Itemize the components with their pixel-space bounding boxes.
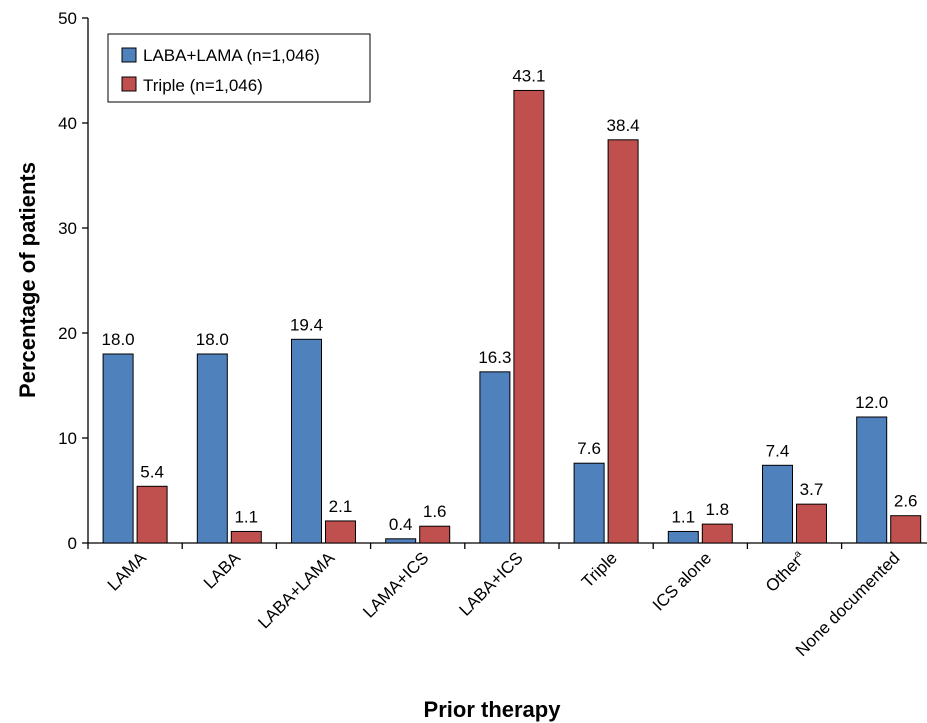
data-label: 2.6 bbox=[894, 492, 918, 511]
legend-swatch-triple bbox=[121, 76, 137, 92]
bar-laba-lama bbox=[385, 538, 417, 544]
x-tick-superscript: a bbox=[792, 548, 804, 560]
bar-laba-lama bbox=[102, 353, 134, 544]
data-label: 7.6 bbox=[577, 439, 601, 458]
x-tick-label: LABA+LAMA bbox=[254, 548, 338, 632]
bar-laba-lama bbox=[573, 462, 605, 544]
bar-laba-lama bbox=[762, 464, 793, 544]
bar-laba-lama bbox=[667, 530, 699, 544]
y-axis-title: Percentage of patients bbox=[15, 162, 40, 398]
data-label: 2.1 bbox=[329, 497, 353, 516]
bars bbox=[102, 89, 922, 544]
data-label: 5.4 bbox=[140, 462, 164, 481]
x-tick-label: LAMA+ICS bbox=[359, 548, 432, 621]
legend-swatch-laba-lama bbox=[121, 47, 137, 63]
data-label: 19.4 bbox=[290, 315, 323, 334]
data-labels: 18.0 18.0 19.4 0.4 16.3 7.6 1.1 7.4 12.0 5.4 1.1 2.… bbox=[102, 66, 918, 533]
data-label: 1.1 bbox=[234, 507, 258, 526]
x-tick-label: Triple bbox=[578, 548, 621, 591]
data-label: 43.1 bbox=[512, 66, 545, 85]
data-label: 1.6 bbox=[423, 502, 447, 521]
bar-laba-lama bbox=[856, 416, 888, 544]
data-label: 1.8 bbox=[705, 500, 729, 519]
bar-triple bbox=[796, 503, 827, 544]
y-ticks: 0 10 20 30 40 50 bbox=[58, 9, 88, 553]
legend: LABA+LAMA (n=1,046) Triple (n=1,046) bbox=[107, 33, 371, 103]
data-label: 7.4 bbox=[766, 441, 790, 460]
bar-laba-lama bbox=[291, 338, 322, 544]
bar-triple bbox=[513, 89, 545, 544]
bar-triple bbox=[136, 485, 168, 544]
legend-label-triple: Triple (n=1,046) bbox=[143, 76, 263, 95]
x-tick-label: LAMA bbox=[104, 548, 151, 595]
data-label: 3.7 bbox=[800, 480, 824, 499]
bar-triple bbox=[607, 139, 639, 544]
y-tick-label: 50 bbox=[58, 9, 77, 28]
x-tick-label: LABA+ICS bbox=[455, 548, 526, 619]
data-label: 12.0 bbox=[855, 393, 888, 412]
data-label: 18.0 bbox=[102, 330, 135, 349]
x-axis-title: Prior therapy bbox=[424, 697, 562, 722]
y-tick-label: 30 bbox=[58, 219, 77, 238]
bar-triple bbox=[230, 530, 262, 544]
bar-laba-lama bbox=[196, 353, 228, 544]
y-tick-label: 0 bbox=[68, 534, 77, 553]
y-tick-label: 10 bbox=[58, 429, 77, 448]
data-label: 38.4 bbox=[607, 116, 640, 135]
x-tick-label: None documented bbox=[792, 548, 904, 660]
bar-triple bbox=[419, 525, 451, 544]
legend-label-laba-lama: LABA+LAMA (n=1,046) bbox=[143, 46, 320, 65]
bar-triple bbox=[701, 523, 733, 544]
legend-box bbox=[107, 33, 371, 103]
x-tick-label: Othera bbox=[762, 548, 810, 596]
y-tick-label: 20 bbox=[58, 324, 77, 343]
bar-triple bbox=[890, 515, 922, 544]
y-tick-label: 40 bbox=[58, 114, 77, 133]
data-label: 16.3 bbox=[478, 348, 511, 367]
x-tick-label: ICS alone bbox=[649, 548, 715, 614]
bar-laba-lama bbox=[479, 371, 511, 544]
data-label: 0.4 bbox=[389, 515, 413, 534]
data-label: 1.1 bbox=[671, 507, 695, 526]
bar-triple bbox=[325, 520, 356, 544]
data-label: 18.0 bbox=[196, 330, 229, 349]
x-tick-label: LABA bbox=[200, 548, 245, 593]
x-ticks: LAMA LABA LABA+LAMA LAMA+ICS LABA+ICS Triple I… bbox=[87, 543, 904, 660]
